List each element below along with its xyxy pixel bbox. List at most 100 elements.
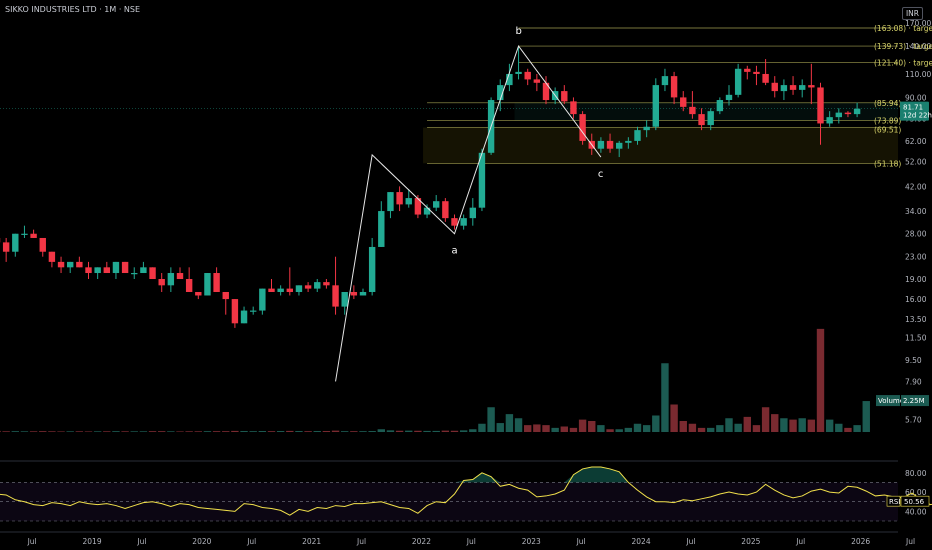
candle-body [799,85,806,90]
candle-body [204,273,211,296]
candle-body [94,267,101,274]
wave-label-a: a [452,246,458,257]
volume-bar [48,431,56,432]
x-tick-label: Jul [905,537,915,546]
volume-bar [505,414,514,432]
candle-body [332,285,339,307]
candle-body [433,201,440,208]
volume-bar [533,424,541,432]
candle-body [195,291,202,296]
candle-body [250,310,257,312]
level-label: (51.18) [874,159,901,168]
volume-bar [368,431,376,432]
currency-badge[interactable]: INR [901,7,923,20]
y-tick-label: 7.90 [905,377,922,386]
volume-bar [725,418,733,432]
volume-bar [469,429,477,432]
candle-body [762,73,769,83]
candle-body [85,267,92,274]
x-tick-label: Jul [246,537,256,546]
volume-bar [322,431,331,432]
volume-bar [652,415,660,432]
last-price-value: 81.71 [903,104,923,112]
x-tick-label: 2024 [632,537,651,546]
candle-body [30,233,37,238]
candle-body [48,251,56,262]
candle-body [368,246,376,292]
volume-bar [825,419,834,432]
x-tick-label: Jul [795,537,805,546]
volume-bar [313,431,321,432]
x-tick-label: 2023 [522,537,541,546]
candle-body [460,218,467,226]
candle-body [835,112,842,118]
candle-body [817,87,824,124]
candle-body [39,237,46,252]
candle-body [341,291,348,307]
candle-body [734,68,742,95]
candle-body [121,261,129,274]
volume-bar [395,430,404,432]
volume-bar [276,431,285,432]
candle-body [744,68,751,72]
volume-bar [441,430,450,432]
y-tick-label: 11.50 [905,334,927,343]
volume-bar [121,431,129,432]
candle-body [689,106,696,115]
volume-bar [222,431,230,432]
rsi-y-tick-label: 60.00 [905,488,927,497]
candle-body [780,85,788,92]
volume-bar [661,363,669,432]
volume-bar [57,431,65,432]
volume-bar [130,431,138,432]
candle-body [542,82,550,101]
candle-body [570,101,577,115]
candle-body [771,82,778,92]
rsi-title: RSI [889,498,900,506]
volume-bar [176,431,184,432]
bar-countdown: 12d 22h [903,112,932,120]
volume-bar [405,430,413,432]
volume-bar [844,427,852,432]
candle-body [140,267,147,274]
volume-bar [29,431,38,432]
y-tick-label: 140.00 [905,42,931,51]
level-label: (139.73) · target 2 [874,42,932,51]
x-tick-label: Jul [356,537,366,546]
candle-body [753,71,760,74]
volume-bar [185,431,193,432]
volume-bar [588,421,596,432]
volume-value-bg [901,395,929,407]
volume-bar [0,430,1,432]
candle-body [826,117,833,124]
candle-body [268,288,275,292]
volume-bar [743,416,751,432]
volume-bar [167,431,175,432]
candle-body [378,211,385,247]
volume-bar [752,425,761,432]
volume-bar [112,431,120,432]
y-tick-label: 23.00 [905,253,927,262]
volume-bar [707,427,715,432]
x-tick-label: Jul [685,537,695,546]
candle-body [350,291,358,296]
volume-bar [624,427,633,432]
volume-bar [158,431,166,432]
volume-bar [716,425,724,432]
volume-bar [835,423,843,432]
candle-body [304,285,312,289]
candle-body [643,126,650,131]
volume-bar [423,430,431,432]
candle-body [616,142,623,149]
candle-body [396,192,403,205]
candle-body [158,279,165,286]
volume-title: Volume [878,397,904,405]
y-tick-label: 42.00 [905,182,927,191]
volume-bar [524,425,532,432]
candle-body [176,273,184,280]
candle-body [634,130,641,141]
candle-body [789,85,797,90]
y-tick-label: 90.00 [905,93,927,102]
